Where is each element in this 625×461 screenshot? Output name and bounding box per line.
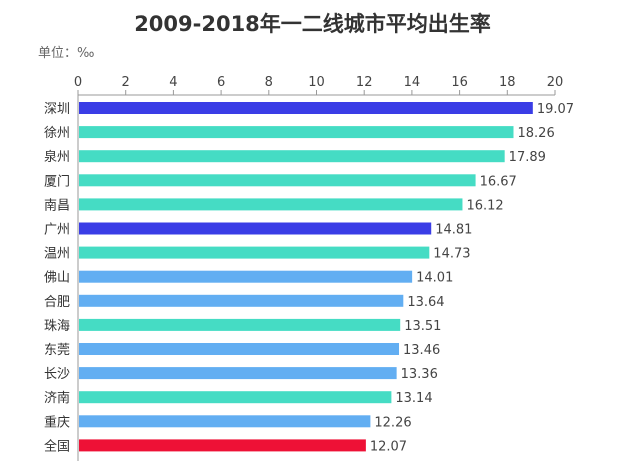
category-label: 长沙: [44, 367, 70, 382]
unit-label: 单位：‰: [38, 46, 95, 61]
x-tick-label: 14: [404, 75, 421, 90]
category-label: 厦门: [44, 174, 70, 189]
value-label: 19.07: [537, 102, 574, 117]
value-label: 12.07: [370, 439, 407, 454]
category-label: 全国: [44, 438, 70, 454]
bar: [79, 270, 413, 283]
bar: [79, 343, 400, 355]
category-label: 济南: [44, 390, 70, 406]
value-label: 12.26: [374, 415, 411, 430]
category-label: 南昌: [44, 197, 70, 213]
bar: [79, 222, 432, 235]
bars-group: [79, 102, 533, 452]
value-label: 14.81: [435, 223, 472, 238]
bar: [79, 126, 514, 139]
x-tick-label: 8: [265, 75, 273, 90]
x-tick-label: 4: [169, 75, 177, 90]
value-label: 17.89: [509, 150, 546, 165]
value-label: 13.46: [403, 343, 440, 358]
x-tick-label: 6: [217, 75, 225, 90]
x-tick-label: 16: [451, 75, 468, 90]
category-label: 徐州: [44, 126, 70, 141]
x-tick-label: 20: [547, 75, 564, 90]
value-label: 16.67: [480, 174, 517, 189]
category-label: 泉州: [44, 149, 70, 165]
category-label: 珠海: [44, 319, 70, 334]
bar: [79, 198, 463, 211]
value-label: 13.64: [407, 295, 444, 310]
bar: [79, 246, 430, 259]
x-tick-label: 12: [356, 75, 373, 90]
bar: [79, 391, 392, 404]
value-label: 14.01: [416, 271, 453, 286]
x-tick-label: 10: [308, 75, 325, 90]
x-tick-label: 0: [74, 75, 82, 90]
x-tick-label: 18: [499, 75, 516, 90]
value-label: 18.26: [518, 126, 555, 141]
category-label: 温州: [44, 247, 70, 262]
bar: [79, 174, 476, 187]
value-labels: 19.07 18.26 17.89 16.67 16.12 14.81 14.73 14.01…: [370, 102, 574, 454]
category-label: 广州: [44, 223, 70, 238]
value-label: 13.36: [401, 367, 438, 382]
x-axis-ticks: 0 2 4 6 8 10 12 14 16 18 20: [74, 75, 563, 95]
value-label: 13.51: [404, 319, 441, 334]
value-label: 16.12: [466, 198, 503, 213]
bar: [79, 150, 505, 163]
category-label: 佛山: [44, 271, 70, 286]
category-label: 东莞: [44, 343, 70, 358]
chart-title: 2009-2018年一二线城市平均出生率: [134, 12, 491, 36]
bar: [79, 318, 401, 331]
bar: [79, 294, 404, 307]
bar: [79, 415, 371, 428]
bar: [79, 102, 533, 114]
bar: [79, 367, 397, 380]
value-label: 14.73: [433, 247, 470, 262]
category-label: 重庆: [44, 414, 70, 430]
category-label: 合肥: [44, 295, 70, 310]
category-label: 深圳: [44, 102, 70, 117]
value-label: 13.14: [395, 391, 432, 406]
bar: [79, 439, 366, 452]
x-tick-label: 2: [122, 75, 130, 90]
